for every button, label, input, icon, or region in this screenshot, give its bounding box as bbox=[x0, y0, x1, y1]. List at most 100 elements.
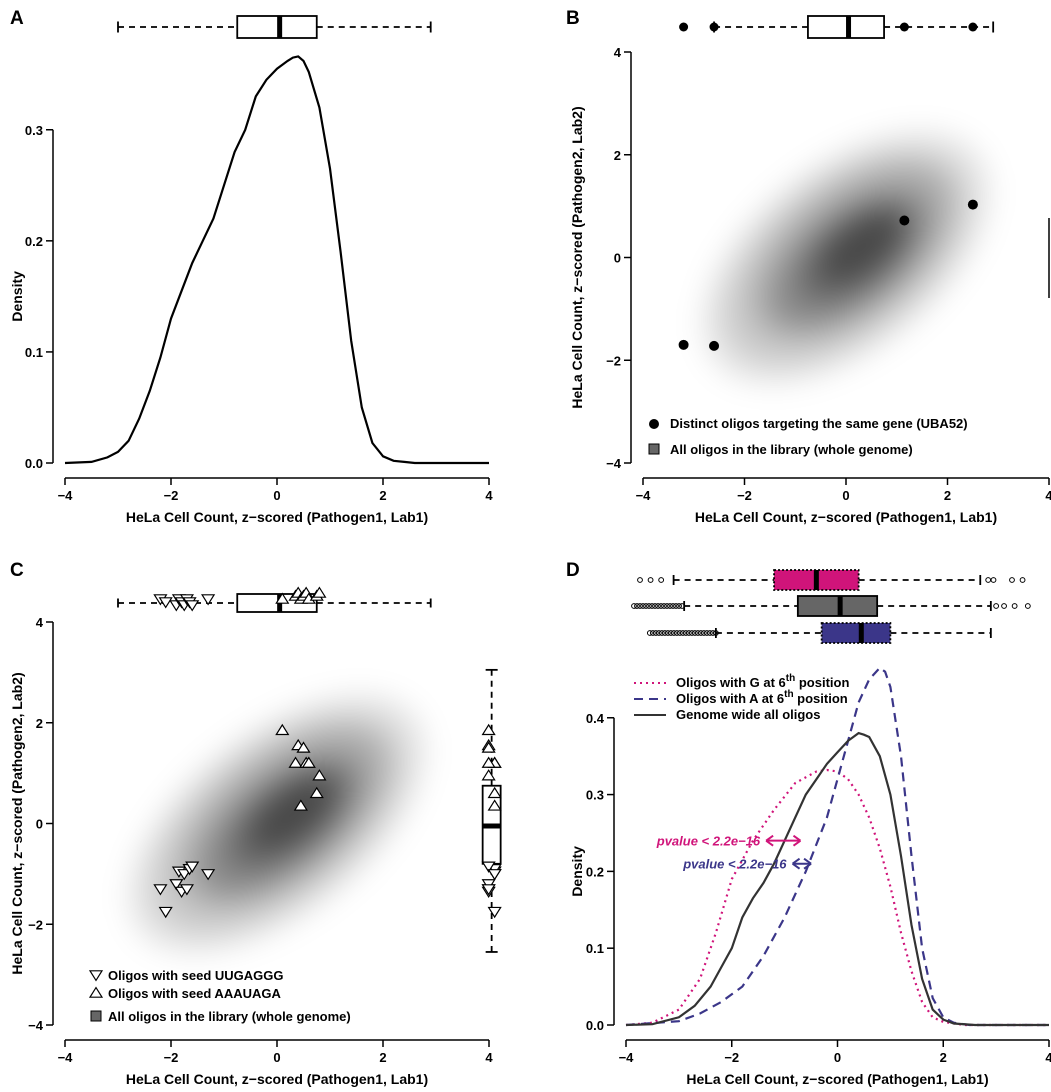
boxplot-outlier bbox=[679, 22, 689, 32]
seed-uugaggg-point bbox=[179, 884, 194, 896]
density-layer bbox=[822, 213, 900, 281]
boxplot-outlier bbox=[1019, 577, 1026, 583]
x-tick-label: −4 bbox=[619, 1050, 635, 1065]
boxplot-outlier bbox=[673, 603, 679, 609]
y-tick-label: 4 bbox=[614, 45, 622, 60]
boxplot-box bbox=[820, 622, 892, 644]
boxplot-outlier bbox=[670, 630, 677, 636]
boxplot-outlier bbox=[688, 630, 695, 636]
boxplot-outlier bbox=[673, 630, 680, 636]
pvalue-arrow-head-right bbox=[803, 857, 812, 870]
boxplot-outlier bbox=[646, 603, 652, 609]
boxplot-box bbox=[807, 15, 885, 39]
y-tick-label: 2 bbox=[36, 716, 43, 731]
top-rug-down bbox=[201, 594, 216, 606]
x-tick-label: 4 bbox=[485, 1050, 493, 1065]
y-tick-label: 0.1 bbox=[25, 345, 43, 360]
boxplot-box bbox=[236, 15, 318, 39]
uba52-point bbox=[899, 215, 910, 226]
boxplot-outlier bbox=[664, 630, 671, 636]
x-tick-label: −2 bbox=[164, 1050, 179, 1065]
boxplot-outlier bbox=[658, 630, 665, 636]
x-tick-label: 2 bbox=[944, 488, 951, 503]
x-tick-label: −2 bbox=[164, 488, 179, 503]
legend-text-part: Oligos with G at 6 bbox=[676, 675, 786, 690]
y-tick-label: −4 bbox=[28, 1018, 44, 1033]
density-cloud bbox=[702, 131, 990, 384]
y-tick-label: 0.4 bbox=[586, 711, 605, 726]
boxplot-outlier bbox=[655, 603, 661, 609]
uba52-point bbox=[678, 339, 689, 350]
boxplot-outlier bbox=[647, 577, 654, 583]
x-tick-label: −4 bbox=[58, 1050, 74, 1065]
legend-marker-point bbox=[649, 419, 659, 429]
boxplot-outlier bbox=[655, 630, 662, 636]
y-tick-label: 0 bbox=[36, 817, 43, 832]
legend-text-part: position bbox=[794, 691, 848, 706]
boxplot-outlier bbox=[1024, 603, 1031, 609]
top-rug-up bbox=[312, 586, 327, 598]
density-curve-1 bbox=[625, 768, 1049, 1027]
legend-label: Oligos with G at 6th position bbox=[676, 673, 849, 690]
boxplot-outlier bbox=[703, 630, 710, 636]
top-rug-down bbox=[158, 597, 173, 609]
density-cloud bbox=[128, 694, 426, 953]
y-axis-label: HeLa Cell Count, z−scored (Pathogen2, La… bbox=[569, 106, 585, 408]
y-tick-label: 4 bbox=[36, 615, 44, 630]
boxplot-outlier bbox=[649, 603, 655, 609]
y-tick-label: 0.3 bbox=[25, 123, 43, 138]
right-rug-down bbox=[487, 906, 502, 919]
y-tick-label: 0.1 bbox=[586, 941, 604, 956]
pvalue-annotation: pvalue < 2.2e−16 bbox=[656, 834, 761, 849]
boxplot-outlier bbox=[631, 603, 637, 609]
y-tick-label: 0.3 bbox=[586, 788, 604, 803]
boxplot-outlier bbox=[694, 630, 701, 636]
pvalue-arrow-head-right bbox=[792, 834, 802, 847]
boxplot-outlier bbox=[658, 577, 665, 583]
boxplot-outlier bbox=[667, 630, 674, 636]
legend-label: Oligos with seed AAAUAGA bbox=[108, 986, 281, 1001]
legend-sup: th bbox=[786, 673, 795, 684]
legend-label: Distinct oligos targeting the same gene … bbox=[670, 416, 968, 431]
density-curve bbox=[64, 55, 489, 465]
seed-uugaggg-point bbox=[201, 869, 216, 881]
seed-aaauaga-point bbox=[288, 756, 303, 768]
y-tick-label: 0 bbox=[614, 251, 621, 266]
panel-d: −4 −2 0 2 4 0.0 0.1 0.2 0.3 0.4 HeLa Cell Count, z… bbox=[569, 569, 1051, 1087]
boxplot-outlier bbox=[634, 603, 640, 609]
panel-letter-d: D bbox=[566, 560, 580, 581]
legend-label: Genome wide all oligos bbox=[676, 707, 820, 722]
y-tick-label: 0.2 bbox=[586, 864, 604, 879]
seed-uugaggg-point bbox=[185, 861, 200, 873]
boxplot-outlier bbox=[985, 577, 992, 583]
x-axis-label: HeLa Cell Count, z−scored (Pathogen1, La… bbox=[686, 1071, 988, 1087]
legend-text-part: Oligos with A at 6 bbox=[676, 691, 784, 706]
right-rug-down bbox=[481, 861, 496, 873]
boxplot-outlier bbox=[637, 577, 643, 583]
boxplot-outlier bbox=[682, 630, 689, 636]
y-tick-label: −2 bbox=[28, 917, 43, 932]
boxplot-outlier bbox=[649, 630, 656, 636]
boxplot-outlier bbox=[709, 630, 716, 636]
x-tick-label: 0 bbox=[834, 1050, 841, 1065]
boxplot-outlier bbox=[700, 630, 707, 636]
y-axis-label: Density bbox=[9, 271, 25, 322]
top-rug-down bbox=[185, 600, 200, 612]
boxplot-outlier bbox=[1001, 603, 1007, 609]
boxplot-outlier bbox=[685, 630, 692, 636]
boxplot-outlier bbox=[706, 630, 713, 636]
panel-letter-a: A bbox=[10, 8, 24, 29]
seed-aaauaga-point bbox=[296, 741, 311, 753]
seed-uugaggg-point bbox=[177, 869, 192, 881]
pvalue-arrow-head-left bbox=[765, 834, 774, 847]
seed-aaauaga-point bbox=[309, 786, 324, 799]
uba52-point bbox=[709, 340, 720, 351]
panel-a: −4 −2 0 2 4 0.0 0.1 0.2 0.3 HeLa Cell Count, z−sc… bbox=[9, 15, 493, 525]
legend-sup: th bbox=[784, 689, 793, 700]
boxplot-outlier bbox=[1009, 577, 1015, 583]
boxplot-outlier bbox=[658, 603, 664, 609]
boxplot-outlier bbox=[643, 603, 649, 609]
right-rug-up bbox=[487, 786, 502, 799]
boxplot-outlier bbox=[679, 603, 685, 609]
pvalue-annotation: pvalue < 2.2e−16 bbox=[682, 857, 787, 872]
